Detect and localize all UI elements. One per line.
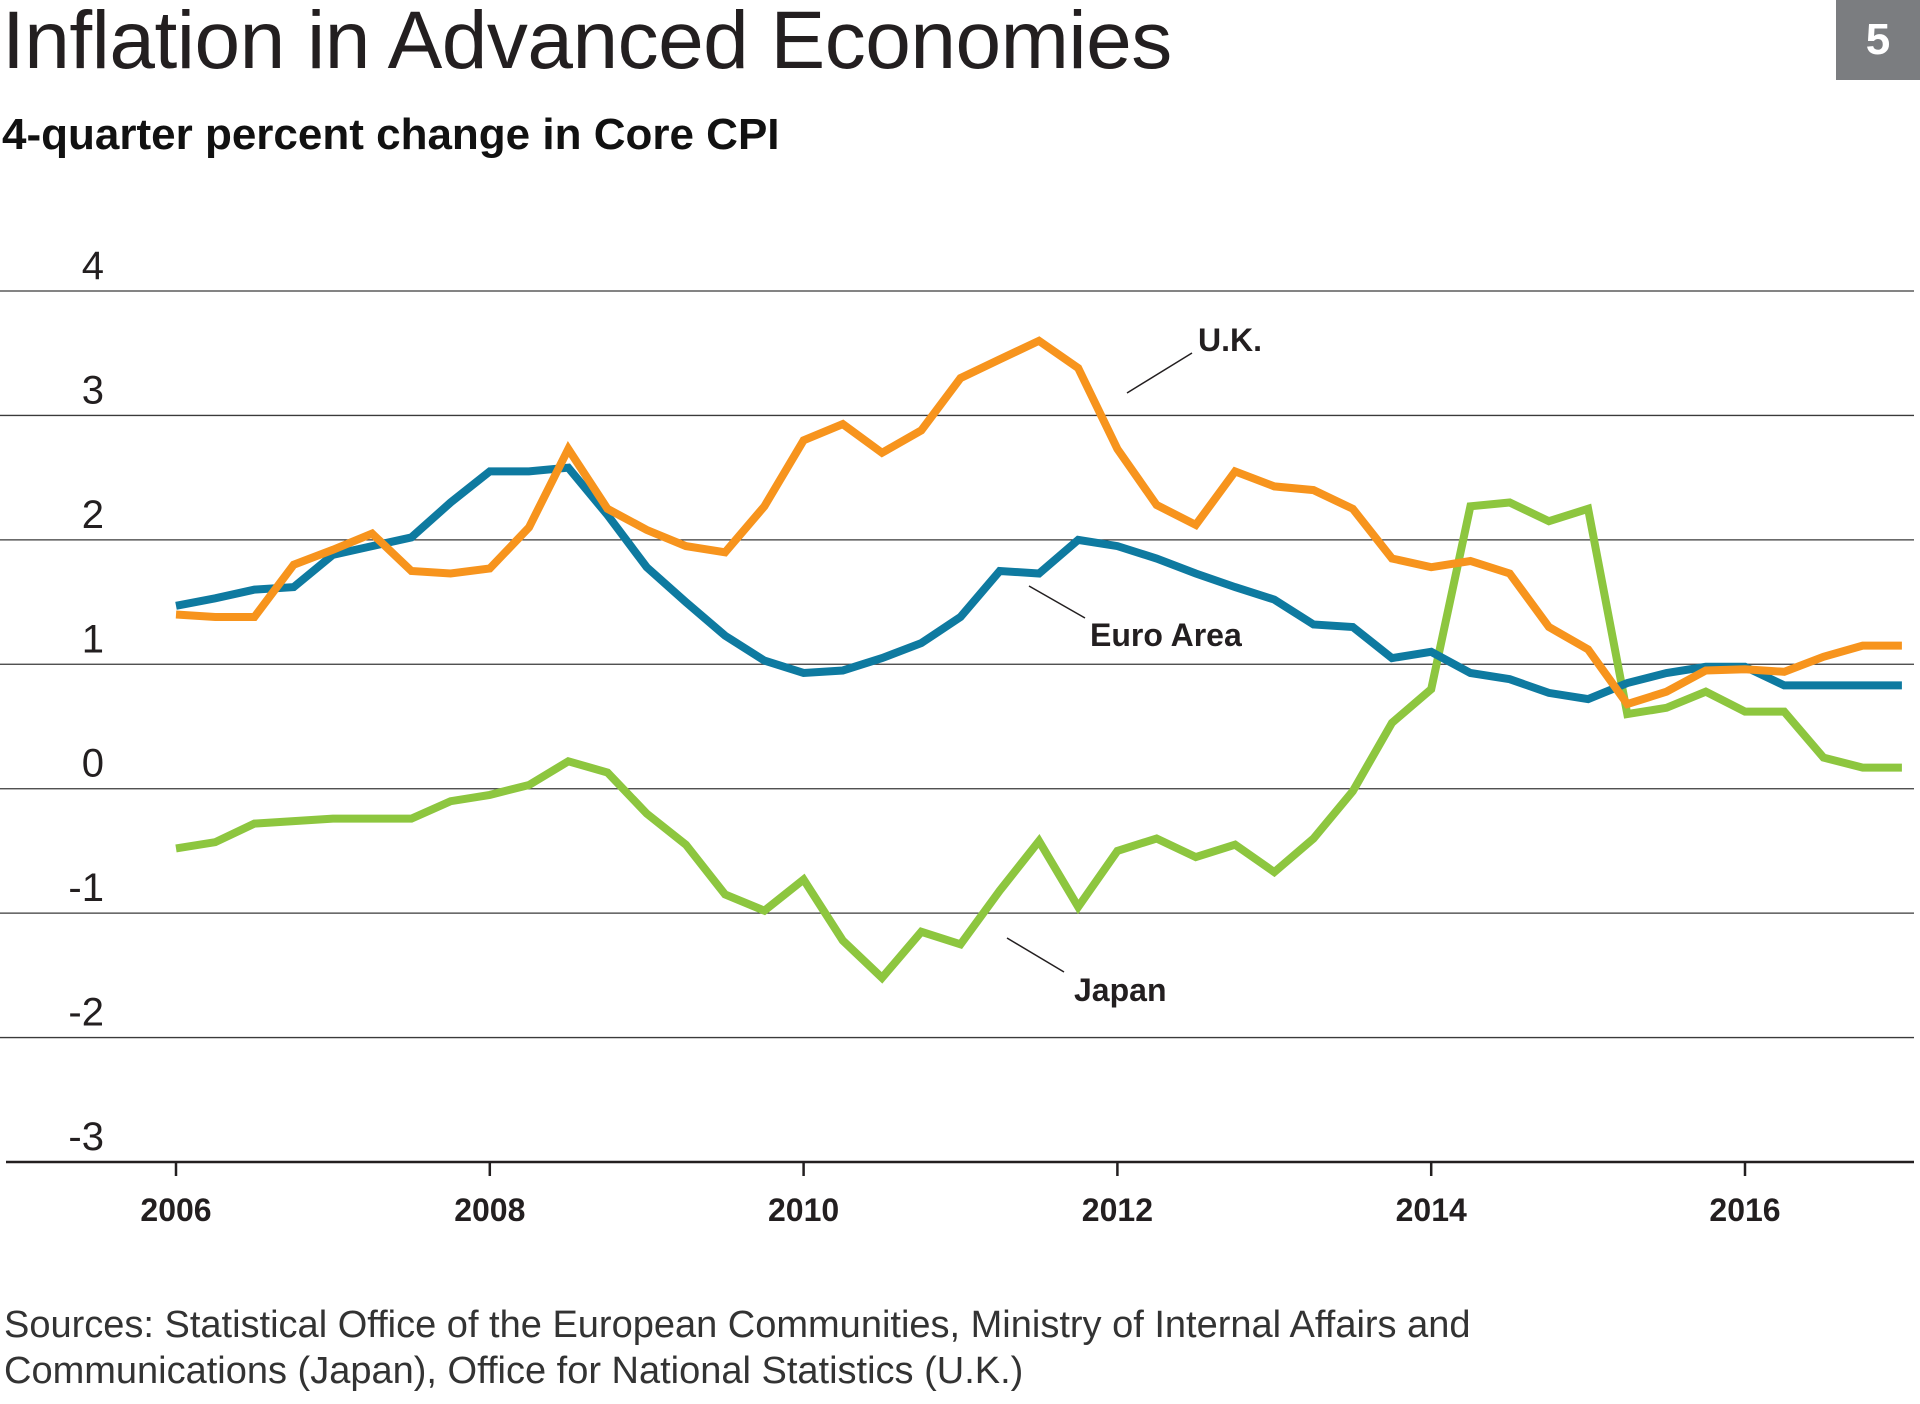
x-tick-label: 2016 <box>1709 1192 1780 1228</box>
series-line-japan <box>175 498 1902 984</box>
japan-label-leader <box>1006 937 1065 973</box>
figure-number-badge: 5 <box>1836 0 1920 80</box>
line-chart: 4 3 2 1 0 -1 -2 -3 2006 2008 2010 2012 2014 2016 U.K. E… <box>0 244 1914 1228</box>
euro-area-label-leader <box>1028 585 1086 619</box>
y-tick-label: 4 <box>82 244 104 288</box>
y-tick-label: 0 <box>82 742 104 786</box>
chart-title: Inflation in Advanced Economies <box>2 0 1172 86</box>
japan-label: Japan <box>1074 972 1166 1008</box>
y-tick-label: 1 <box>82 617 104 661</box>
y-tick-label: 3 <box>82 368 104 412</box>
series-line-u-k- <box>175 336 1902 709</box>
x-tick-label: 2010 <box>768 1192 839 1228</box>
y-tick-label: 2 <box>82 493 104 537</box>
x-tick-label: 2008 <box>454 1192 525 1228</box>
euro-area-label: Euro Area <box>1090 617 1242 653</box>
y-tick-label: -2 <box>68 991 104 1035</box>
uk-label: U.K. <box>1198 322 1262 358</box>
uk-label-leader <box>1126 352 1193 394</box>
chart-subtitle: 4-quarter percent change in Core CPI <box>2 110 780 159</box>
y-tick-label: -3 <box>68 1115 104 1159</box>
y-tick-label: -1 <box>68 866 104 910</box>
x-tick-label: 2012 <box>1082 1192 1153 1228</box>
sources-note: Sources: Statistical Office of the Europ… <box>4 1304 1471 1392</box>
x-tick-label: 2014 <box>1396 1192 1467 1228</box>
x-tick-label: 2006 <box>140 1192 211 1228</box>
